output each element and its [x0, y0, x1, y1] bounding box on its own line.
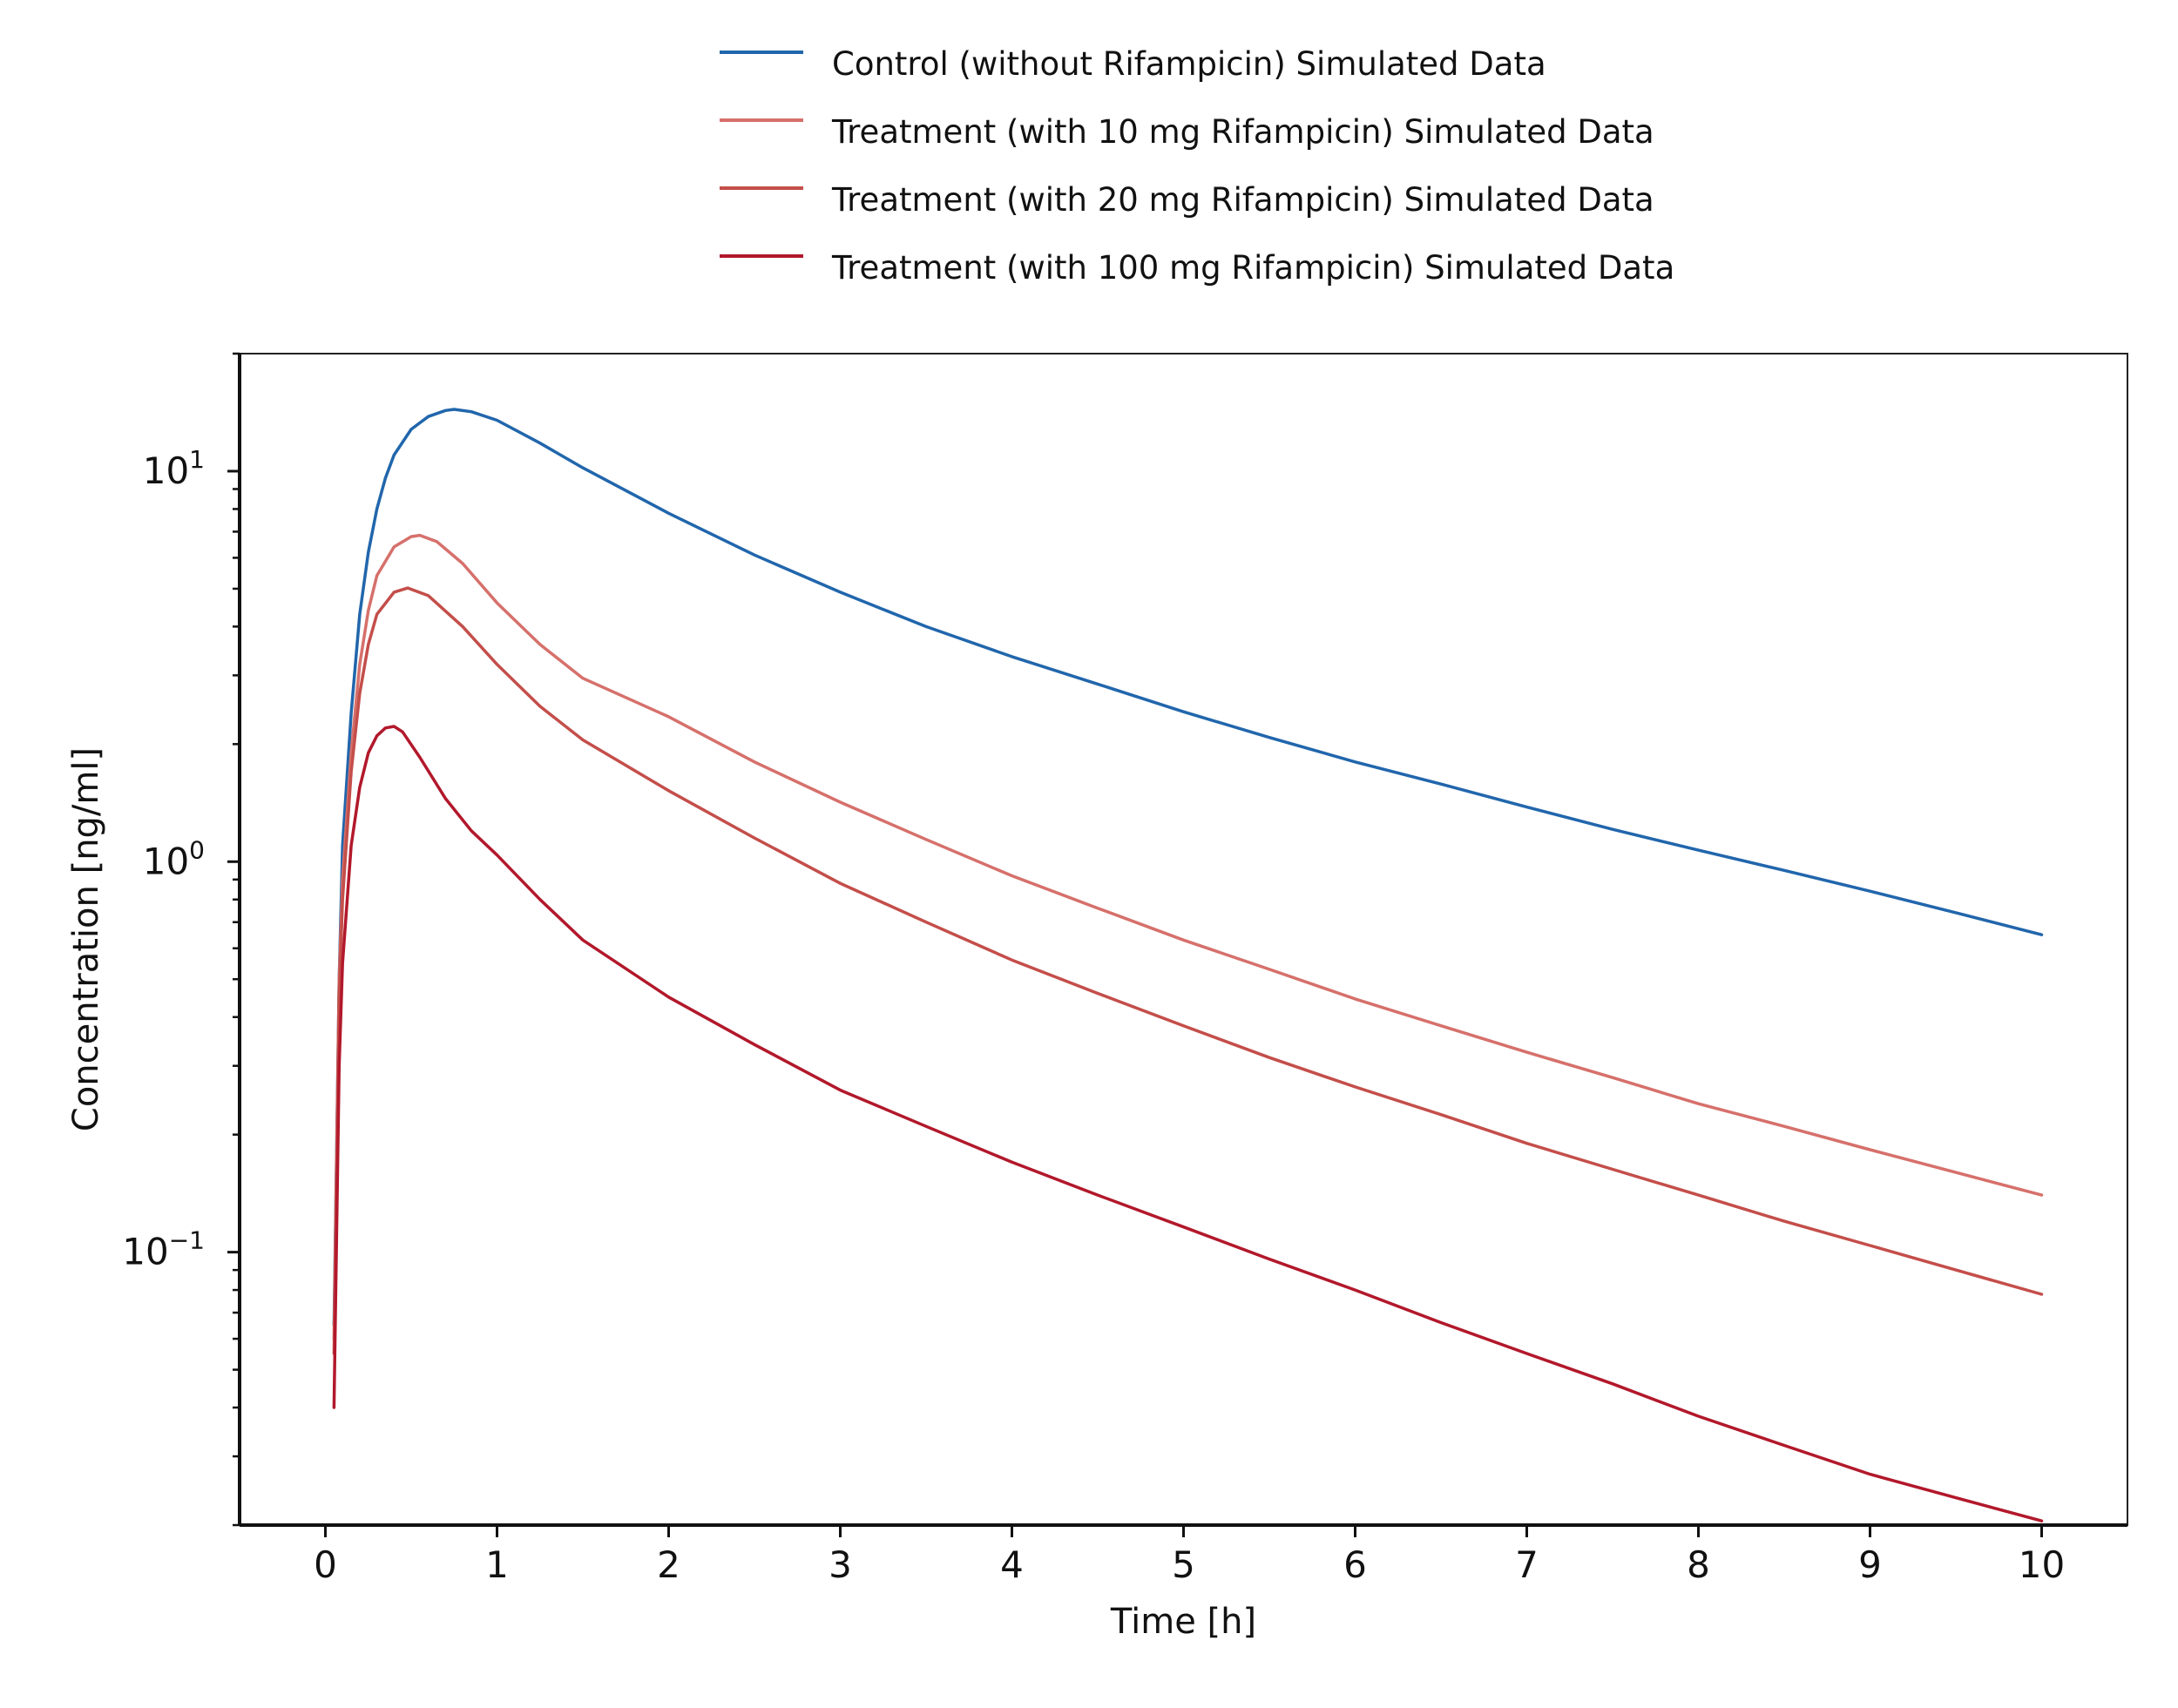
y-tick-exponent: 0	[189, 835, 205, 864]
series-line-2	[332, 533, 2044, 1340]
x-tick-label: 10	[2019, 1543, 2065, 1586]
legend-item-2: Treatment (with 10 mg Rifampicin) Simula…	[720, 113, 1654, 151]
x-tick-label: 6	[1343, 1543, 1367, 1586]
x-tick-label: 4	[1000, 1543, 1024, 1586]
y-tick-base: 10	[143, 840, 189, 882]
x-tick-label: 8	[1687, 1543, 1710, 1586]
legend-label: Treatment (with 100 mg Rifampicin) Simul…	[831, 249, 1674, 287]
y-tick-exponent: 1	[189, 445, 205, 474]
series-line-4	[332, 725, 2044, 1522]
y-tick-label: 100	[143, 835, 205, 882]
x-tick-label: 0	[314, 1543, 337, 1586]
y-tick-base: 10	[122, 1231, 168, 1273]
x-tick-label: 7	[1515, 1543, 1539, 1586]
y-axis-label: Concentration [ng/ml]	[66, 747, 106, 1131]
legend-item-3: Treatment (with 20 mg Rifampicin) Simula…	[720, 181, 1654, 219]
y-tick-label: 10−1	[122, 1226, 205, 1273]
x-tick-label: 1	[485, 1543, 509, 1586]
y-tick-base: 10	[143, 449, 189, 492]
series-line-1	[332, 408, 2044, 1327]
x-axis-label: Time [h]	[1110, 1602, 1256, 1642]
y-tick-exponent: −1	[169, 1226, 205, 1255]
x-tick-label: 2	[657, 1543, 680, 1586]
legend: Control (without Rifampicin) Simulated D…	[720, 45, 1674, 287]
legend-label: Treatment (with 10 mg Rifampicin) Simula…	[831, 113, 1654, 151]
series-layer	[332, 408, 2044, 1522]
x-tick-label: 9	[1858, 1543, 1882, 1586]
y-tick-label: 101	[143, 445, 205, 492]
legend-item-4: Treatment (with 100 mg Rifampicin) Simul…	[720, 249, 1674, 287]
legend-label: Control (without Rifampicin) Simulated D…	[832, 45, 1546, 83]
x-tick-label: 5	[1172, 1543, 1195, 1586]
series-line-3	[332, 586, 2044, 1355]
legend-label: Treatment (with 20 mg Rifampicin) Simula…	[831, 181, 1654, 219]
legend-item-1: Control (without Rifampicin) Simulated D…	[720, 45, 1546, 83]
x-tick-label: 3	[829, 1543, 852, 1586]
